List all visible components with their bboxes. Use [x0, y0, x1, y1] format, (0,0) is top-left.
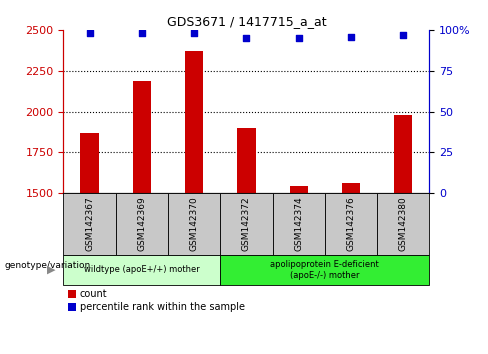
Bar — [394, 115, 412, 193]
Bar — [289, 185, 308, 193]
Text: GSM142370: GSM142370 — [190, 196, 199, 251]
Bar — [342, 183, 360, 193]
Text: GSM142367: GSM142367 — [85, 196, 94, 251]
Text: GSM142380: GSM142380 — [399, 196, 408, 251]
Text: GSM142372: GSM142372 — [242, 196, 251, 251]
Text: GSM142374: GSM142374 — [294, 196, 303, 251]
Text: genotype/variation: genotype/variation — [5, 261, 91, 270]
Bar — [237, 128, 256, 193]
Bar — [133, 81, 151, 193]
Bar — [81, 133, 99, 193]
Text: GSM142369: GSM142369 — [137, 196, 146, 251]
Text: GSM142376: GSM142376 — [346, 196, 356, 251]
Point — [295, 35, 303, 41]
Text: percentile rank within the sample: percentile rank within the sample — [80, 302, 244, 312]
Text: apolipoprotein E-deficient
(apoE-/-) mother: apolipoprotein E-deficient (apoE-/-) mot… — [270, 260, 379, 280]
Point — [86, 30, 94, 36]
Point — [138, 30, 146, 36]
Bar — [185, 51, 203, 193]
Text: count: count — [80, 289, 107, 299]
Title: GDS3671 / 1417715_a_at: GDS3671 / 1417715_a_at — [166, 15, 326, 28]
Text: wildtype (apoE+/+) mother: wildtype (apoE+/+) mother — [84, 266, 200, 274]
Text: ▶: ▶ — [47, 265, 56, 275]
Point — [347, 34, 355, 39]
Point — [399, 32, 407, 38]
Point — [243, 35, 250, 41]
Point — [190, 30, 198, 36]
